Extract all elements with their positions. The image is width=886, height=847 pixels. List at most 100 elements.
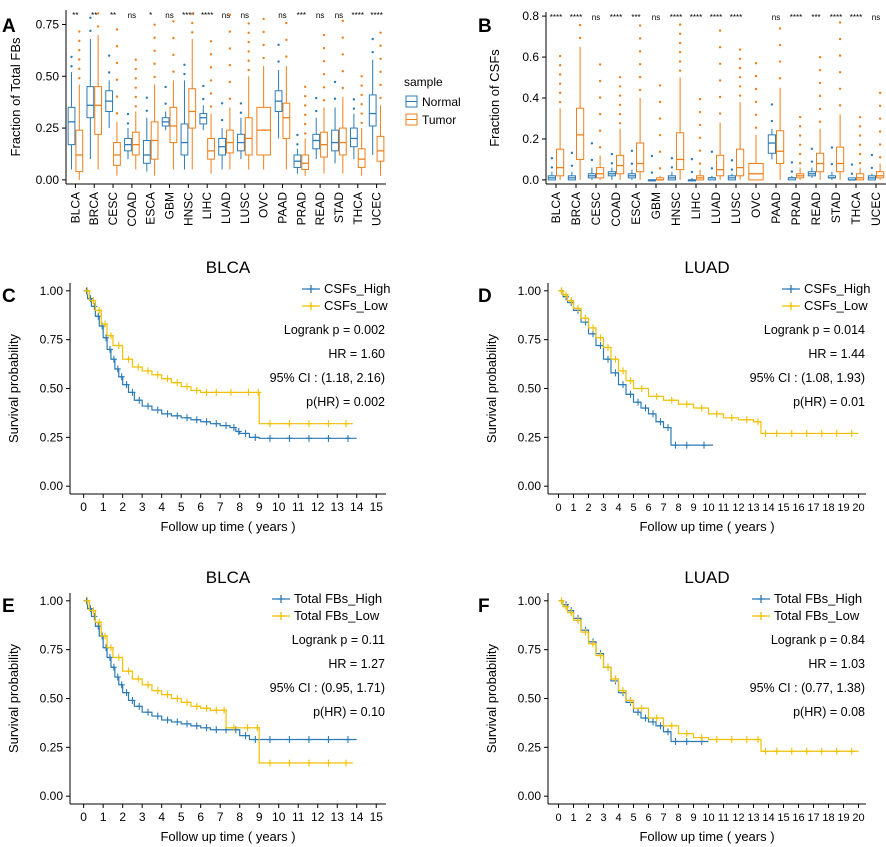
stat-line-3: p(HR) = 0.08	[793, 705, 865, 719]
legend-E: Total FBs_High Total FBs_Low	[272, 591, 382, 623]
x-tick-label: 12	[732, 502, 744, 514]
censor-mark	[620, 381, 626, 389]
censor-mark	[773, 429, 780, 437]
outlier	[247, 40, 250, 44]
x-tick-label-OVC: OVC	[749, 192, 763, 218]
outlier	[134, 95, 137, 99]
legend-entry-csfs_high: CSFs_High	[804, 281, 870, 296]
x-tick-label: 9	[256, 810, 263, 824]
outlier	[818, 56, 822, 59]
censor-mark	[325, 736, 332, 744]
outlier	[78, 48, 81, 52]
censor-mark	[90, 297, 97, 305]
outlier	[570, 164, 574, 167]
x-tick-label: 5	[630, 812, 636, 824]
outlier	[818, 120, 822, 123]
x-tick-label: 11	[292, 810, 305, 824]
box-normal-COAD	[124, 112, 132, 160]
outlier	[850, 163, 854, 166]
outlier	[228, 80, 232, 84]
outlier	[658, 100, 662, 104]
y-axis-label: Fraction of Total FBs	[8, 37, 23, 156]
x-tick-label: 10	[702, 812, 714, 824]
outlier	[191, 12, 194, 15]
legend-entry-total-fbs_low: Total FBs_Low	[294, 608, 380, 623]
x-tick-label-LUAD: LUAD	[709, 192, 723, 224]
x-tick-label: 10	[272, 810, 286, 824]
box-tumor-BRCA	[94, 12, 103, 170]
censor-mark	[668, 396, 675, 404]
outlier	[778, 43, 782, 47]
outlier	[134, 58, 137, 61]
censor-mark	[665, 424, 671, 432]
x-tick-label: 0	[555, 812, 561, 824]
censor-mark	[184, 383, 191, 391]
outlier	[78, 30, 81, 33]
y-axis-label: Survival probability	[484, 643, 499, 753]
outlier	[878, 130, 882, 133]
censor-mark	[612, 355, 619, 363]
censor-mark	[110, 355, 117, 363]
outlier	[718, 46, 722, 49]
outlier	[818, 81, 822, 85]
box-tumor-UCEC	[876, 91, 885, 180]
survival-E: 0.000.250.500.751.000 1 2 3 4 5 6 7 8 9 10 11 12 13 14…	[6, 568, 386, 844]
stat-line-0: Logrank p = 0.11	[292, 633, 385, 647]
censor-mark	[635, 398, 641, 406]
x-tick-label-COAD: COAD	[609, 192, 623, 227]
censor-mark	[84, 597, 91, 605]
censor-mark	[597, 334, 604, 342]
significance-BLCA: **	[72, 11, 78, 20]
censor-mark	[110, 663, 117, 671]
legend-entry-total-fbs_high: Total FBs_High	[774, 591, 862, 606]
outlier	[360, 121, 363, 125]
outlier	[738, 57, 742, 60]
outlier	[638, 75, 642, 79]
significance-READ: ***	[811, 13, 820, 22]
censor-mark	[657, 418, 664, 426]
box-normal-LIHC	[199, 84, 208, 131]
outlier	[810, 160, 814, 163]
censor-mark	[743, 416, 750, 424]
censor-mark	[203, 388, 210, 396]
outlier	[228, 47, 232, 50]
y-tick-label: 0.25	[40, 430, 64, 444]
outlier	[153, 49, 156, 53]
censor-mark	[818, 429, 825, 437]
significance-LUAD: ns	[222, 11, 230, 20]
x-tick-label: 18	[822, 502, 834, 514]
y-tick-label: 1.00	[40, 594, 64, 608]
censor-mark	[255, 388, 262, 396]
x-tick-label: 14	[762, 502, 774, 514]
outlier	[220, 102, 224, 105]
censor-mark	[164, 691, 171, 699]
outlier	[878, 104, 882, 107]
outlier	[858, 125, 862, 128]
legend-A: sample Normal Tumor	[404, 75, 461, 127]
censor-mark	[638, 385, 645, 392]
boxplot-A: 0.00 0.25 0.50 0.75 Fraction of Total FBs BLC…	[8, 10, 461, 227]
y-tick-label: 0.50	[36, 69, 60, 83]
box-normal-GBM	[161, 85, 170, 131]
outlier	[209, 40, 213, 43]
significance-CESC: **	[110, 11, 116, 20]
outlier	[322, 59, 326, 63]
panel-letter-D: D	[478, 286, 492, 307]
outlier	[558, 73, 562, 76]
censor-mark	[193, 702, 200, 710]
censor-mark	[106, 653, 113, 661]
outlier	[247, 31, 250, 34]
y-tick-label: 0.25	[40, 740, 64, 754]
box-normal-LUSC	[237, 102, 245, 160]
legend-D: CSFs_High CSFs_Low	[782, 281, 870, 313]
outlier	[798, 143, 802, 146]
censor-mark	[605, 663, 611, 671]
censor-mark	[203, 418, 210, 426]
censor-mark	[788, 429, 795, 437]
outlier	[296, 133, 299, 137]
x-tick-label-LIHC: LIHC	[689, 192, 703, 220]
outlier	[303, 94, 307, 98]
censor-mark	[568, 609, 575, 617]
censor-mark	[125, 667, 132, 675]
outlier	[550, 157, 554, 160]
